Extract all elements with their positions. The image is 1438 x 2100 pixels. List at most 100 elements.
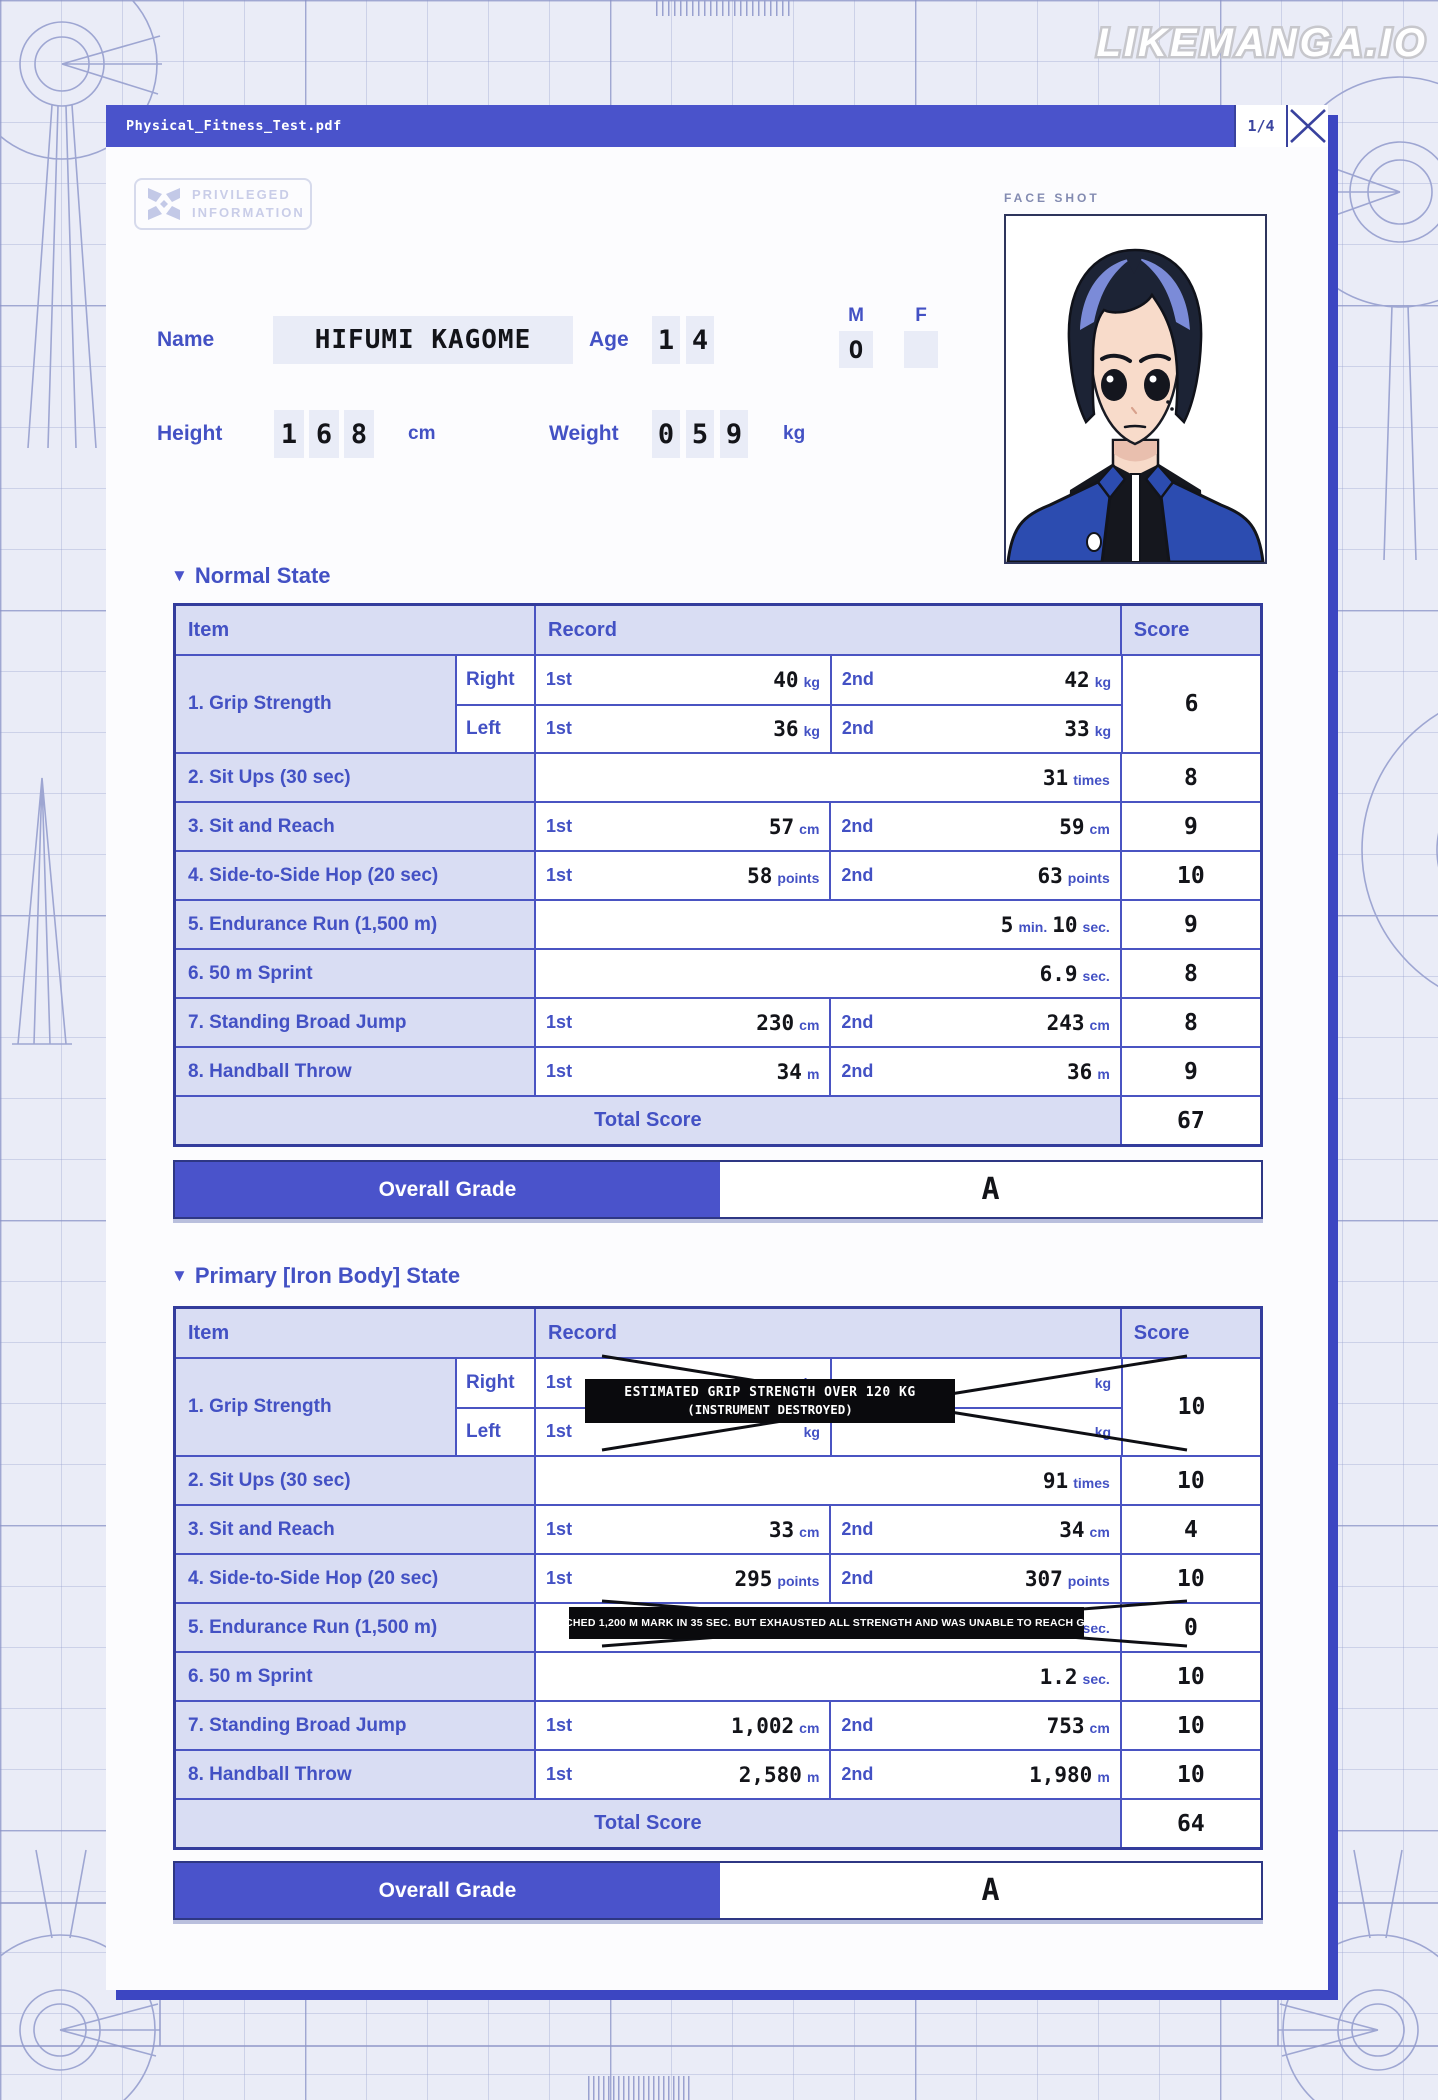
portrait-illustration [1006, 216, 1265, 564]
height-digit-2: 6 [309, 410, 339, 458]
score-cell: 10 [1119, 1702, 1260, 1749]
score-cell: 4 [1119, 1506, 1260, 1553]
col-header-record: Record [534, 1309, 1120, 1357]
name-label: Name [157, 328, 215, 351]
table-row-endurance: 5. Endurance Run (1,500 m) 5 min. 10 sec. … [176, 899, 1260, 948]
weight-unit: kg [783, 423, 806, 444]
section-heading-primary: ▼ Primary [Iron Body] State [171, 1263, 460, 1289]
stamp-emblem-icon [148, 188, 180, 220]
overall-grade-bar-normal: Overall Grade A [173, 1160, 1263, 1219]
score-cell: 8 [1119, 999, 1260, 1046]
table-header-row: Item Record Score [176, 1309, 1261, 1357]
section-marker-icon: ▼ [171, 1266, 188, 1285]
score-cell: 0 [1119, 1604, 1260, 1651]
face-shot-photo [1004, 214, 1267, 564]
col-header-item: Item [176, 606, 535, 654]
col-header-item: Item [176, 1309, 535, 1357]
score-cell: 9 [1119, 803, 1260, 850]
table-row-situps: 2. Sit Ups (30 sec) 31 times 8 [176, 752, 1260, 801]
male-checkbox: O [839, 331, 873, 368]
watermark-text: LIKEMANGA.IO [1096, 21, 1428, 65]
overall-grade-label: Overall Grade [175, 1863, 720, 1918]
score-cell: 6 [1121, 656, 1260, 752]
age-label: Age [589, 328, 629, 351]
score-cell: 8 [1119, 754, 1260, 801]
section-heading-text: Primary [Iron Body] State [194, 1263, 461, 1288]
male-label: M [848, 305, 864, 326]
table-row-sprint: 6. 50 m Sprint 6.9 sec. 8 [176, 948, 1260, 997]
table-row-sitreach: 3. Sit and Reach 1st 33 cm 2nd 34 cm 4 [176, 1504, 1260, 1553]
grip-right-label: Right [466, 668, 515, 690]
score-cell: 8 [1119, 950, 1260, 997]
compass-wheel-bottom-left-icon [0, 1849, 160, 2100]
table-row-grip-strength: 1. Grip Strength Right 1st 40 kg 2nd 42 kg… [176, 654, 1260, 752]
ruler-ticks-bottom-icon [588, 2076, 690, 2100]
col-header-record: Record [534, 606, 1120, 654]
spire-left-icon [12, 777, 72, 1045]
score-cell: 10 [1119, 1555, 1260, 1602]
redaction-box-endurance: REACHED 1,200 M MARK IN 35 SEC. BUT EXHA… [542, 1607, 1110, 1639]
pdf-window: Physical_Fitness_Test.pdf 1/4 PRIVILEGED… [106, 105, 1328, 1990]
weight-digit-3: 9 [720, 410, 748, 458]
redaction-box-grip: ESTIMATED GRIP STRENGTH OVER 120 KG (INS… [585, 1379, 955, 1423]
stamp-line2: INFORMATION [192, 205, 305, 220]
section-heading-normal: ▼ Normal State [171, 563, 331, 589]
stamp-line1: PRIVILEGED [192, 186, 291, 202]
height-label: Height [157, 422, 223, 445]
table-row-total: Total Score 67 [176, 1095, 1260, 1144]
female-checkbox [904, 331, 938, 368]
overall-grade-value: A [720, 1863, 1261, 1918]
age-digit-1: 1 [652, 316, 680, 364]
compass-wheel-bottom-right-icon [1278, 1849, 1438, 2100]
overall-grade-value: A [720, 1162, 1261, 1217]
table-row-sprint: 6. 50 m Sprint 1.2 sec. 10 [176, 1651, 1260, 1700]
section-heading-text: Normal State [194, 563, 331, 588]
table-row-hop: 4. Side-to-Side Hop (20 sec) 1st 58 point… [176, 850, 1260, 899]
page-indicator: 1/4 [1234, 105, 1286, 147]
table-row-handball: 8. Handball Throw 1st 2,580 m 2nd 1,980 m … [176, 1749, 1260, 1798]
ruler-ticks-top-icon [656, 0, 794, 16]
table-row-sitreach: 3. Sit and Reach 1st 57 cm 2nd 59 cm 9 [176, 801, 1260, 850]
overall-grade-bar-primary: Overall Grade A [173, 1861, 1263, 1920]
grip-left-label: Left [466, 1420, 501, 1442]
score-cell: 10 [1121, 1359, 1260, 1455]
height-digit-1: 1 [274, 410, 304, 458]
titlebar: Physical_Fitness_Test.pdf 1/4 [106, 105, 1328, 147]
watermark: LIKEMANGA.IO [1094, 19, 1428, 68]
score-cell: 10 [1119, 1457, 1260, 1504]
table-row-jump: 7. Standing Broad Jump 1st 1,002 cm 2nd 7… [176, 1700, 1260, 1749]
total-score-value: 67 [1119, 1097, 1260, 1144]
total-score-value: 64 [1119, 1800, 1260, 1847]
grip-left-label: Left [466, 717, 501, 739]
compass-wheel-top-left-icon [0, 0, 162, 449]
height-digit-3: 8 [344, 410, 374, 458]
col-header-score: Score [1119, 1309, 1261, 1357]
redaction-grip-line1: ESTIMATED GRIP STRENGTH OVER 120 KG [624, 1385, 916, 1401]
score-cell: 9 [1119, 1048, 1260, 1095]
col-header-score: Score [1119, 606, 1261, 654]
score-cell: 10 [1119, 852, 1260, 899]
redaction-grip-line2: (INSTRUMENT DESTROYED) [687, 1401, 853, 1417]
table-row-situps: 2. Sit Ups (30 sec) 91 times 10 [176, 1455, 1260, 1504]
window-title: Physical_Fitness_Test.pdf [126, 118, 342, 134]
table-row-grip-strength: 1. Grip Strength Right 1st kg kg Left 1s… [176, 1357, 1260, 1455]
weight-digit-1: 0 [652, 410, 680, 458]
name-field: HIFUMI KAGOME [273, 316, 573, 364]
overall-grade-label: Overall Grade [175, 1162, 720, 1217]
table-row-handball: 8. Handball Throw 1st 34 m 2nd 36 m 9 [176, 1046, 1260, 1095]
score-cell: 9 [1119, 901, 1260, 948]
close-icon [1290, 109, 1326, 143]
height-unit: cm [408, 423, 436, 444]
privileged-stamp: PRIVILEGED INFORMATION [134, 178, 312, 230]
fitness-table-normal: Item Record Score 1. Grip Strength Right… [173, 603, 1263, 1147]
table-row-total: Total Score 64 [176, 1798, 1260, 1847]
grip-right-label: Right [466, 1371, 515, 1393]
section-marker-icon: ▼ [171, 566, 188, 585]
table-row-hop: 4. Side-to-Side Hop (20 sec) 1st 295 poin… [176, 1553, 1260, 1602]
score-cell: 10 [1119, 1751, 1260, 1798]
table-row-jump: 7. Standing Broad Jump 1st 230 cm 2nd 243… [176, 997, 1260, 1046]
arcs-right-icon [1361, 712, 1438, 988]
close-button[interactable] [1286, 105, 1328, 147]
weight-label: Weight [549, 422, 619, 445]
